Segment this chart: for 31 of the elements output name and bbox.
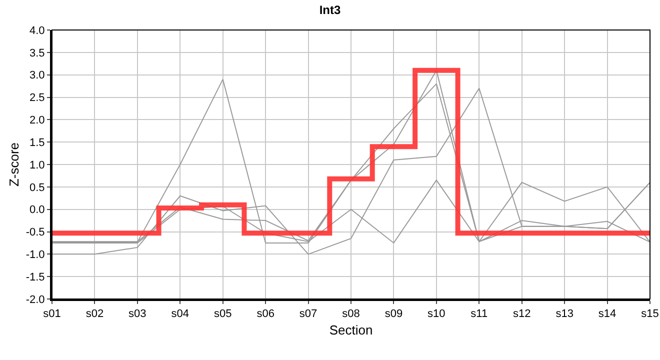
y-tick-label: 4.0 [30, 24, 45, 37]
y-tick-label: -1.0 [26, 249, 45, 262]
y-axis-title: Z-score [6, 142, 22, 187]
y-tick-label: -2.0 [26, 294, 45, 306]
chart-title: Int3 [319, 2, 341, 17]
y-tick-label: 0.5 [30, 182, 45, 194]
x-tick-label: s15 [641, 308, 659, 320]
x-tick-label: s11 [470, 308, 488, 320]
y-tick-label: 0.0 [30, 204, 45, 216]
x-tick-label: s06 [256, 308, 274, 320]
y-tick-label: 1.0 [30, 159, 45, 172]
y-tick-label: -1.5 [26, 271, 45, 284]
x-tick-label: s05 [214, 308, 232, 320]
x-tick-label: s02 [86, 308, 104, 320]
x-tick-label: s03 [128, 308, 146, 320]
x-tick-label: s09 [384, 308, 403, 320]
x-tick-label: s08 [342, 308, 360, 320]
x-tick-label: s13 [556, 308, 574, 320]
x-tick-label: s01 [43, 308, 61, 320]
y-tick-label: 3.0 [30, 70, 45, 82]
x-tick-label: s14 [598, 308, 616, 320]
x-tick-label: s12 [512, 308, 531, 320]
x-tick-label: s07 [299, 308, 318, 320]
x-tick-label: s10 [428, 308, 446, 320]
y-tick-label: 2.0 [30, 114, 45, 127]
x-tick-label: s04 [171, 308, 190, 320]
y-tick-label: -0.5 [26, 226, 45, 239]
y-tick-label: 1.5 [30, 136, 45, 149]
y-tick-label: 3.5 [30, 47, 45, 60]
x-axis-title: Section [329, 322, 373, 338]
y-tick-label: 2.5 [30, 92, 45, 104]
